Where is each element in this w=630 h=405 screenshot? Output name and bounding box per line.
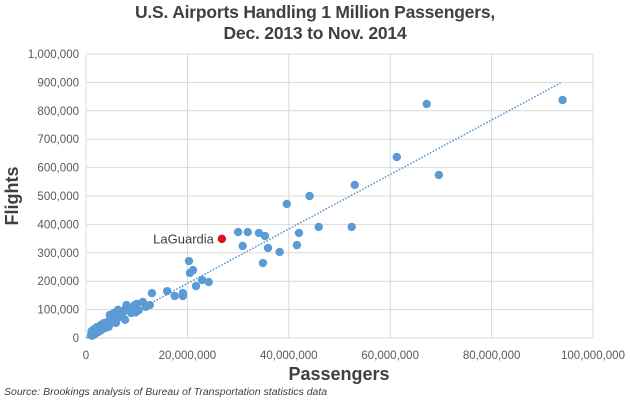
data-point	[188, 265, 198, 275]
y-tick-label: 1,000,000	[28, 49, 79, 61]
y-tick-label: 400,000	[37, 219, 79, 231]
data-point-laguardia	[217, 234, 227, 244]
annotations: LaGuardia	[153, 231, 214, 246]
x-axis-ticks: 0 20,000,000 40,000,000 60,000,000 80,000,00…	[83, 350, 625, 362]
data-point	[422, 99, 431, 109]
y-tick-label: 600,000	[37, 163, 79, 175]
trendline-group	[85, 82, 561, 339]
data-point	[314, 222, 323, 232]
x-tick-label: 80,000,000	[463, 350, 521, 362]
laguardia-label: LaGuardia	[153, 231, 214, 246]
source-note: Source: Brookings analysis of Bureau of …	[4, 386, 328, 398]
data-point	[275, 247, 284, 257]
gridlines	[85, 53, 594, 339]
y-tick-label: 900,000	[37, 77, 79, 89]
data-point	[141, 302, 151, 311]
data-point	[131, 308, 140, 317]
x-tick-label: 100,000,000	[561, 350, 625, 362]
data-point	[282, 199, 291, 209]
y-tick-label: 300,000	[37, 248, 79, 260]
x-tick-label: 40,000,000	[260, 350, 318, 362]
x-tick-label: 0	[83, 350, 89, 362]
x-tick-label: 20,000,000	[159, 350, 217, 362]
x-axis-title: Passengers	[288, 364, 389, 384]
y-tick-label: 500,000	[37, 191, 79, 203]
y-tick-label: 700,000	[37, 134, 79, 146]
y-tick-label: 200,000	[37, 276, 79, 288]
chart-title-line-1: U.S. Airports Handling 1 Million Passeng…	[134, 2, 496, 22]
data-point	[191, 281, 201, 291]
chart-title: U.S. Airports Handling 1 Million Passeng…	[0, 2, 630, 44]
y-tick-label: 100,000	[37, 305, 79, 317]
data-point	[147, 288, 157, 298]
data-point	[305, 191, 314, 201]
trendline	[85, 82, 561, 339]
x-tick-label: 60,000,000	[361, 350, 419, 362]
data-point	[258, 258, 268, 268]
data-point	[243, 227, 252, 237]
data-point	[170, 291, 179, 301]
data-point	[294, 228, 304, 238]
data-point	[392, 152, 401, 162]
data-point	[233, 227, 243, 237]
data-point	[254, 228, 264, 238]
data-point	[434, 170, 444, 180]
data-point	[350, 180, 359, 190]
y-axis-title: Flights	[2, 167, 22, 226]
y-tick-label: 0	[73, 333, 79, 345]
data-point	[90, 324, 99, 334]
data-point	[112, 313, 121, 323]
data-point	[162, 286, 172, 296]
y-tick-label: 800,000	[37, 106, 79, 118]
data-point	[292, 240, 302, 250]
data-points	[86, 95, 567, 340]
data-point	[238, 241, 247, 251]
data-point	[197, 275, 207, 285]
data-point	[124, 306, 134, 315]
data-point	[132, 299, 141, 309]
data-point	[263, 243, 273, 253]
data-point	[204, 277, 213, 287]
data-point	[178, 291, 188, 301]
chart-title-line-2: Dec. 2013 to Nov. 2014	[223, 23, 407, 43]
data-point	[558, 95, 567, 105]
data-point	[347, 222, 356, 232]
data-point	[184, 256, 194, 266]
y-axis-ticks: 0 100,000 200,000 300,000 400,000 500,000 600,…	[28, 49, 79, 345]
data-point	[96, 320, 105, 330]
